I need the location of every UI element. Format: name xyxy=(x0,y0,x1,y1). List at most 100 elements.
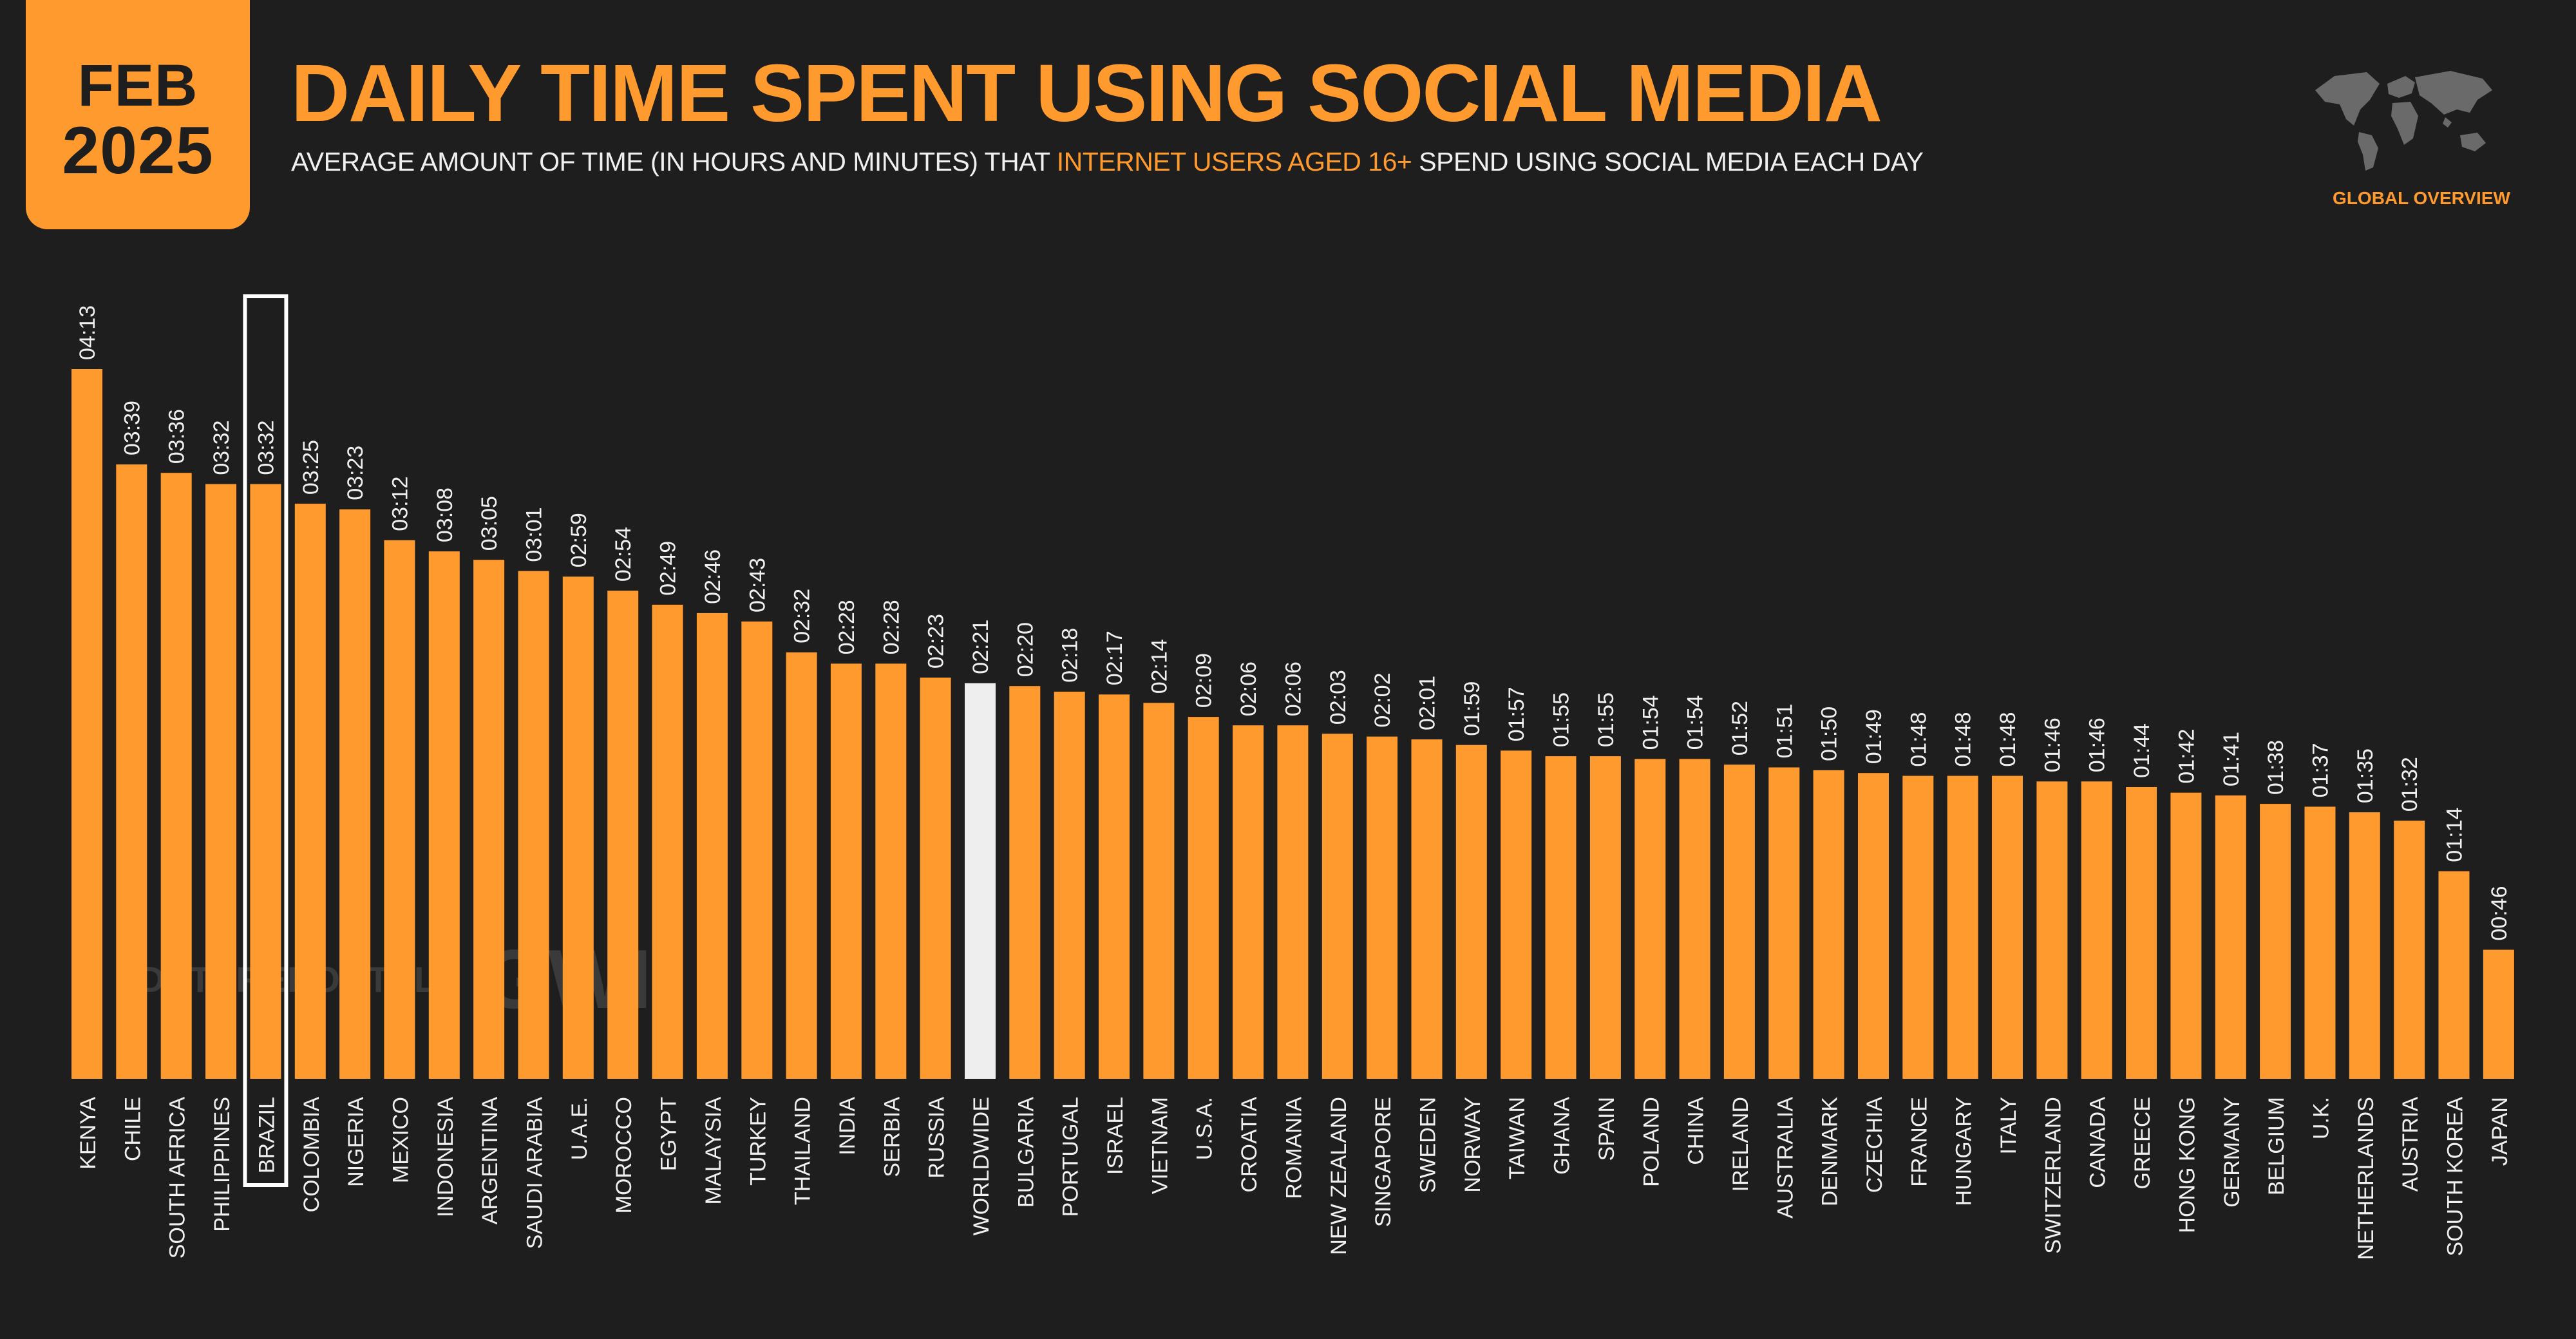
bar xyxy=(1992,775,2023,1079)
category-label: TURKEY xyxy=(746,1097,770,1186)
bar xyxy=(2036,781,2068,1079)
bar xyxy=(2438,871,2470,1079)
category-label: SINGAPORE xyxy=(1371,1097,1396,1227)
bar xyxy=(2081,781,2112,1079)
data-label: 03:36 xyxy=(165,409,189,464)
bar xyxy=(339,509,371,1079)
bar xyxy=(1143,703,1175,1079)
category-label: U.A.E. xyxy=(567,1097,592,1160)
bar xyxy=(920,678,951,1079)
data-label: 00:46 xyxy=(2487,886,2512,941)
data-label: 01:51 xyxy=(1772,703,1797,758)
category-label: TAIWAN xyxy=(1505,1097,1530,1179)
data-label: 02:49 xyxy=(656,541,681,596)
category-label: GREECE xyxy=(2130,1097,2155,1190)
category-label: IRELAND xyxy=(1728,1097,1753,1192)
category-label: THAILAND xyxy=(791,1097,815,1205)
bar xyxy=(1321,734,1353,1079)
bar xyxy=(1277,725,1309,1079)
data-label: 02:17 xyxy=(1103,631,1127,685)
category-label: SERBIA xyxy=(880,1097,904,1177)
data-label: 01:35 xyxy=(2353,748,2378,803)
data-label: 02:01 xyxy=(1416,676,1440,730)
data-label: 01:59 xyxy=(1460,681,1484,736)
category-label: DENMARK xyxy=(1818,1097,1842,1206)
bar xyxy=(2170,792,2202,1079)
category-label: FRANCE xyxy=(1907,1097,1931,1187)
data-label: 01:14 xyxy=(2443,808,2467,862)
data-label: 02:28 xyxy=(879,600,904,654)
data-label: 03:25 xyxy=(299,440,323,495)
category-label: ISRAEL xyxy=(1103,1097,1128,1175)
bar xyxy=(473,560,505,1079)
bar xyxy=(1367,736,1398,1079)
data-label: 01:48 xyxy=(1996,712,2020,767)
category-label: CZECHIA xyxy=(1862,1097,1887,1193)
highlight-box xyxy=(243,294,289,1187)
category-label: MALAYSIA xyxy=(701,1097,726,1205)
bar xyxy=(696,613,728,1079)
data-label: 02:46 xyxy=(701,549,725,604)
category-label: ITALY xyxy=(1996,1097,2021,1154)
bar xyxy=(1679,759,1710,1079)
category-label: MEXICO xyxy=(388,1097,413,1183)
data-label: 03:01 xyxy=(522,508,547,562)
data-label: 02:21 xyxy=(969,620,993,674)
subtitle-pre: AVERAGE AMOUNT OF TIME (IN HOURS AND MIN… xyxy=(291,147,1057,176)
bar xyxy=(160,473,192,1079)
category-label: NORWAY xyxy=(1461,1097,1485,1193)
bar xyxy=(428,551,460,1079)
bar xyxy=(71,369,102,1079)
data-label: 02:03 xyxy=(1326,670,1350,725)
data-label: 01:44 xyxy=(2130,723,2154,778)
bar xyxy=(1099,694,1130,1079)
category-label: HONG KONG xyxy=(2175,1097,2199,1233)
data-label: 01:38 xyxy=(2264,740,2288,795)
data-label: 01:50 xyxy=(1817,707,1842,761)
bar xyxy=(1188,717,1219,1079)
category-label: POLAND xyxy=(1639,1097,1663,1187)
data-label: 02:32 xyxy=(790,589,815,643)
global-overview-label: GLOBAL OVERVIEW xyxy=(2333,188,2510,208)
category-label: MOROCCO xyxy=(612,1097,636,1213)
data-label: 01:49 xyxy=(1862,709,1886,764)
category-label: VIETNAM xyxy=(1148,1097,1172,1194)
data-label: 03:39 xyxy=(120,401,144,455)
category-label: CHINA xyxy=(1684,1097,1709,1165)
category-label: KENYA xyxy=(76,1097,100,1170)
category-label: ARGENTINA xyxy=(478,1097,502,1225)
data-label: 01:57 xyxy=(1504,687,1529,741)
category-label: AUSTRIA xyxy=(2398,1097,2423,1192)
badge-month: FEB xyxy=(77,53,198,119)
page-title: DAILY TIME SPENT USING SOCIAL MEDIA xyxy=(291,48,1882,138)
bar xyxy=(1589,756,1621,1079)
data-label: 02:09 xyxy=(1192,653,1217,708)
bar xyxy=(1054,691,1085,1079)
date-badge: FEB 2025 xyxy=(26,0,250,229)
badge-year: 2025 xyxy=(62,113,214,188)
category-label: CHILE xyxy=(120,1097,145,1161)
data-label: 02:18 xyxy=(1058,628,1083,683)
data-label: 02:59 xyxy=(567,513,591,567)
category-label: PHILIPPINES xyxy=(210,1097,234,1232)
bar xyxy=(2304,806,2336,1079)
category-label: EGYPT xyxy=(657,1097,681,1171)
bar xyxy=(1634,759,1666,1079)
subtitle-post: SPEND USING SOCIAL MEDIA EACH DAY xyxy=(1412,147,1924,176)
category-label: COLOMBIA xyxy=(299,1097,324,1213)
category-label: HUNGARY xyxy=(1952,1097,1976,1206)
data-label: 03:12 xyxy=(388,477,412,531)
category-label: RUSSIA xyxy=(925,1097,949,1179)
category-label: INDONESIA xyxy=(433,1097,458,1217)
data-label: 02:20 xyxy=(1013,622,1037,677)
data-label: 01:54 xyxy=(1683,695,1708,750)
subtitle: AVERAGE AMOUNT OF TIME (IN HOURS AND MIN… xyxy=(291,147,1924,177)
data-label: 01:46 xyxy=(2085,717,2110,772)
data-label: 01:48 xyxy=(1951,712,1976,767)
data-label: 02:06 xyxy=(1236,661,1261,716)
bar xyxy=(1723,764,1755,1079)
category-label: SOUTH AFRICA xyxy=(166,1097,190,1259)
data-label: 02:23 xyxy=(924,614,949,669)
category-label: SOUTH KOREA xyxy=(2443,1097,2468,1257)
